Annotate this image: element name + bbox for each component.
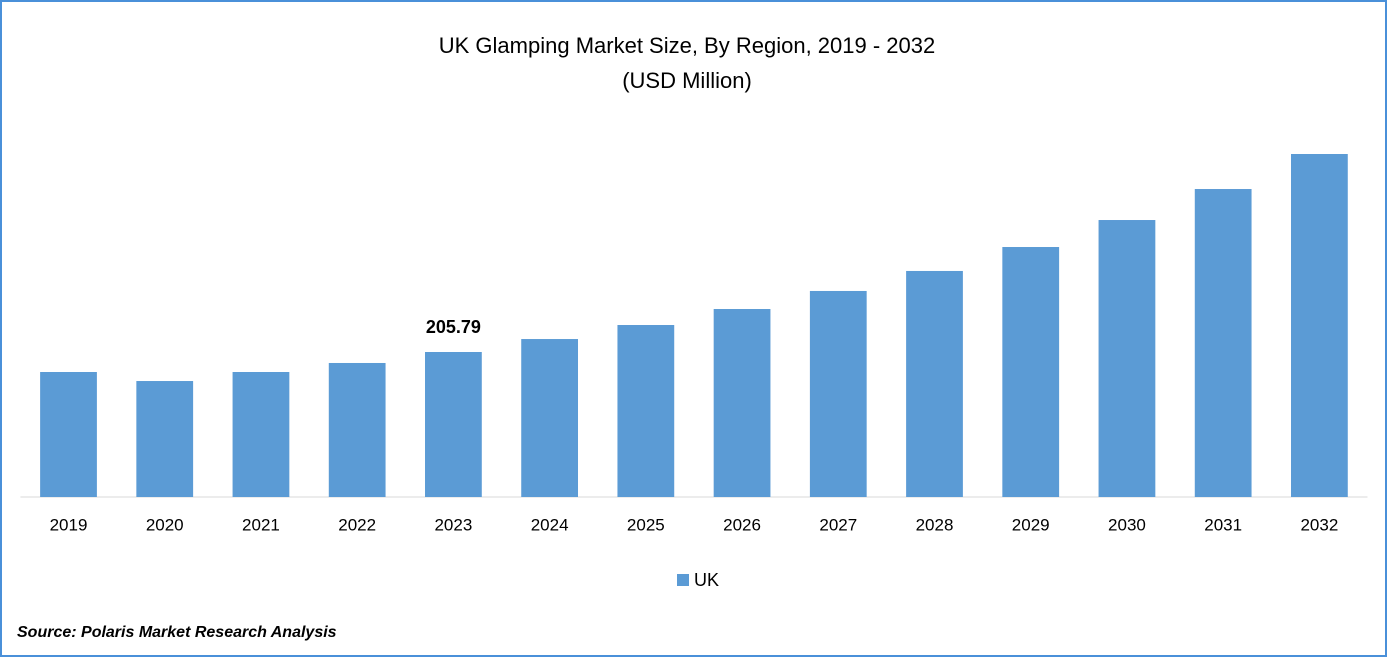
x-tick-label: 2029 bbox=[1012, 515, 1050, 534]
legend-label: UK bbox=[694, 570, 719, 590]
bar bbox=[1002, 247, 1060, 497]
x-tick-label: 2025 bbox=[627, 515, 665, 534]
x-tick-label: 2031 bbox=[1204, 515, 1242, 534]
x-tick-label: 2026 bbox=[723, 515, 761, 534]
x-tick-label: 2023 bbox=[434, 515, 472, 534]
chart-title: UK Glamping Market Size, By Region, 2019… bbox=[439, 33, 935, 58]
bar bbox=[809, 290, 867, 497]
bar bbox=[617, 325, 675, 497]
x-tick-label: 2028 bbox=[916, 515, 954, 534]
x-tick-label: 2032 bbox=[1300, 515, 1338, 534]
bar bbox=[328, 362, 386, 497]
bar bbox=[136, 381, 194, 497]
bar bbox=[521, 339, 579, 497]
x-tick-label: 2030 bbox=[1108, 515, 1146, 534]
bar bbox=[1098, 220, 1156, 497]
x-tick-label: 2019 bbox=[50, 515, 88, 534]
bar bbox=[1194, 189, 1252, 498]
bar bbox=[425, 352, 482, 497]
bar bbox=[713, 309, 771, 497]
source-note: Source: Polaris Market Research Analysis bbox=[17, 624, 337, 641]
x-tick-label: 2020 bbox=[146, 515, 184, 534]
x-tick-label: 2024 bbox=[531, 515, 569, 534]
bar bbox=[40, 372, 97, 497]
chart-subtitle: (USD Million) bbox=[622, 68, 752, 93]
x-tick-label: 2021 bbox=[242, 515, 280, 534]
bar bbox=[906, 270, 963, 497]
value-label: 205.79 bbox=[426, 317, 481, 337]
x-tick-label: 2027 bbox=[819, 515, 857, 534]
bar bbox=[1291, 154, 1348, 497]
bar bbox=[232, 372, 290, 497]
legend-swatch bbox=[677, 574, 689, 586]
x-tick-label: 2022 bbox=[338, 515, 376, 534]
